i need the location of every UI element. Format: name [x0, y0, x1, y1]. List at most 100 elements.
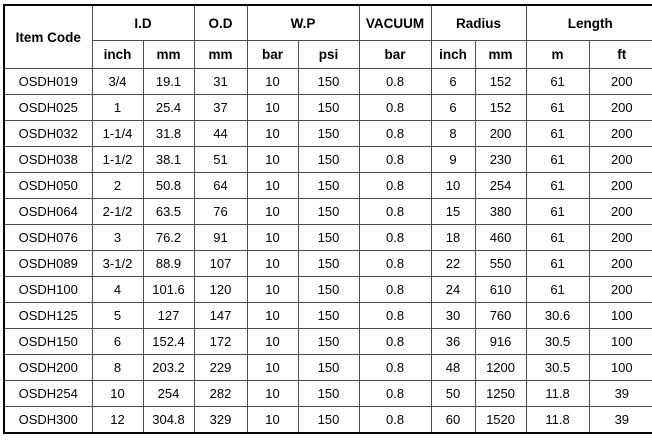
value-cell: 254	[474, 172, 527, 199]
value-cell: 1520	[474, 406, 527, 433]
item-code-cell: OSDH150	[3, 328, 93, 355]
value-cell: 380	[474, 198, 527, 225]
col-unit-header-9-ft: ft	[588, 40, 652, 69]
value-cell: 147	[193, 302, 248, 329]
value-cell: 150	[297, 224, 360, 251]
table-body: OSDH019 3/4 19.1 31 10 150 0.8 6 152 61 200 OSDH025…	[3, 68, 652, 433]
value-cell: 200	[474, 120, 527, 147]
value-cell: 200	[588, 120, 652, 147]
table-row-osdh200: OSDH200 8 203.2 229 10 150 0.8 48 1200 30.5 100	[3, 354, 652, 381]
value-cell: 100	[588, 328, 652, 355]
col-unit-header-2-mm: mm	[193, 40, 248, 69]
value-cell: 1-1/4	[91, 120, 144, 147]
table-header: Item Code I.D O.D W.P VACUUM Radius Length in…	[3, 4, 652, 69]
col-unit-header-8-m: m	[525, 40, 590, 69]
value-cell: 10	[246, 328, 299, 355]
value-cell: 24	[430, 276, 476, 303]
value-cell: 61	[525, 250, 590, 277]
value-cell: 10	[246, 224, 299, 251]
value-cell: 0.8	[358, 406, 432, 433]
value-cell: 76	[193, 198, 248, 225]
value-cell: 200	[588, 94, 652, 121]
value-cell: 150	[297, 146, 360, 173]
value-cell: 37	[193, 94, 248, 121]
value-cell: 172	[193, 328, 248, 355]
value-cell: 8	[91, 354, 144, 381]
value-cell: 150	[297, 328, 360, 355]
value-cell: 3/4	[91, 68, 144, 95]
value-cell: 61	[525, 146, 590, 173]
item-code-cell: OSDH200	[3, 354, 93, 381]
value-cell: 11.8	[525, 406, 590, 433]
value-cell: 550	[474, 250, 527, 277]
value-cell: 6	[430, 68, 476, 95]
value-cell: 200	[588, 198, 652, 225]
value-cell: 50.8	[142, 172, 195, 199]
value-cell: 30.5	[525, 328, 590, 355]
value-cell: 10	[430, 172, 476, 199]
value-cell: 200	[588, 276, 652, 303]
col-unit-header-6-inch: inch	[430, 40, 476, 69]
value-cell: 61	[525, 68, 590, 95]
value-cell: 0.8	[358, 172, 432, 199]
value-cell: 150	[297, 354, 360, 381]
value-cell: 1250	[474, 380, 527, 407]
value-cell: 100	[588, 302, 652, 329]
value-cell: 200	[588, 172, 652, 199]
value-cell: 39	[588, 380, 652, 407]
value-cell: 5	[91, 302, 144, 329]
value-cell: 22	[430, 250, 476, 277]
item-code-cell: OSDH019	[3, 68, 93, 95]
value-cell: 150	[297, 380, 360, 407]
value-cell: 38.1	[142, 146, 195, 173]
header-group-row: Item Code I.D O.D W.P VACUUM Radius Length	[3, 4, 652, 69]
value-cell: 150	[297, 172, 360, 199]
value-cell: 100	[588, 354, 652, 381]
value-cell: 50	[430, 380, 476, 407]
item-code-cell: OSDH089	[3, 250, 93, 277]
col-unit-header-1-mm: mm	[142, 40, 195, 69]
value-cell: 329	[193, 406, 248, 433]
col-unit-header-5-bar: bar	[358, 40, 432, 69]
value-cell: 460	[474, 224, 527, 251]
value-cell: 2-1/2	[91, 198, 144, 225]
value-cell: 150	[297, 406, 360, 433]
value-cell: 304.8	[142, 406, 195, 433]
value-cell: 10	[246, 146, 299, 173]
header-unit-row: inch mm mm bar psi bar inch mm m ft	[4, 40, 652, 69]
value-cell: 0.8	[358, 198, 432, 225]
value-cell: 152	[474, 68, 527, 95]
value-cell: 3-1/2	[91, 250, 144, 277]
value-cell: 61	[525, 224, 590, 251]
value-cell: 101.6	[142, 276, 195, 303]
value-cell: 64	[193, 172, 248, 199]
value-cell: 120	[193, 276, 248, 303]
item-code-cell: OSDH025	[3, 94, 93, 121]
value-cell: 61	[525, 198, 590, 225]
table-row-osdh125: OSDH125 5 127 147 10 150 0.8 30 760 30.6 100	[3, 302, 652, 329]
value-cell: 18	[430, 224, 476, 251]
col-unit-header-3-bar: bar	[246, 40, 299, 69]
value-cell: 61	[525, 172, 590, 199]
item-code-cell: OSDH076	[3, 224, 93, 251]
value-cell: 10	[91, 380, 144, 407]
value-cell: 6	[430, 94, 476, 121]
value-cell: 107	[193, 250, 248, 277]
col-unit-header-0-inch: inch	[91, 40, 144, 69]
table-row-osdh025: OSDH025 1 25.4 37 10 150 0.8 6 152 61 200	[3, 94, 652, 121]
col-unit-header-7-mm: mm	[474, 40, 527, 69]
value-cell: 48	[430, 354, 476, 381]
value-cell: 36	[430, 328, 476, 355]
value-cell: 10	[246, 380, 299, 407]
value-cell: 0.8	[358, 120, 432, 147]
value-cell: 254	[142, 380, 195, 407]
value-cell: 10	[246, 250, 299, 277]
value-cell: 12	[91, 406, 144, 433]
value-cell: 0.8	[358, 380, 432, 407]
table-row-osdh064: OSDH064 2-1/2 63.5 76 10 150 0.8 15 380 61 200	[3, 198, 652, 225]
value-cell: 150	[297, 276, 360, 303]
value-cell: 1-1/2	[91, 146, 144, 173]
value-cell: 127	[142, 302, 195, 329]
value-cell: 8	[430, 120, 476, 147]
